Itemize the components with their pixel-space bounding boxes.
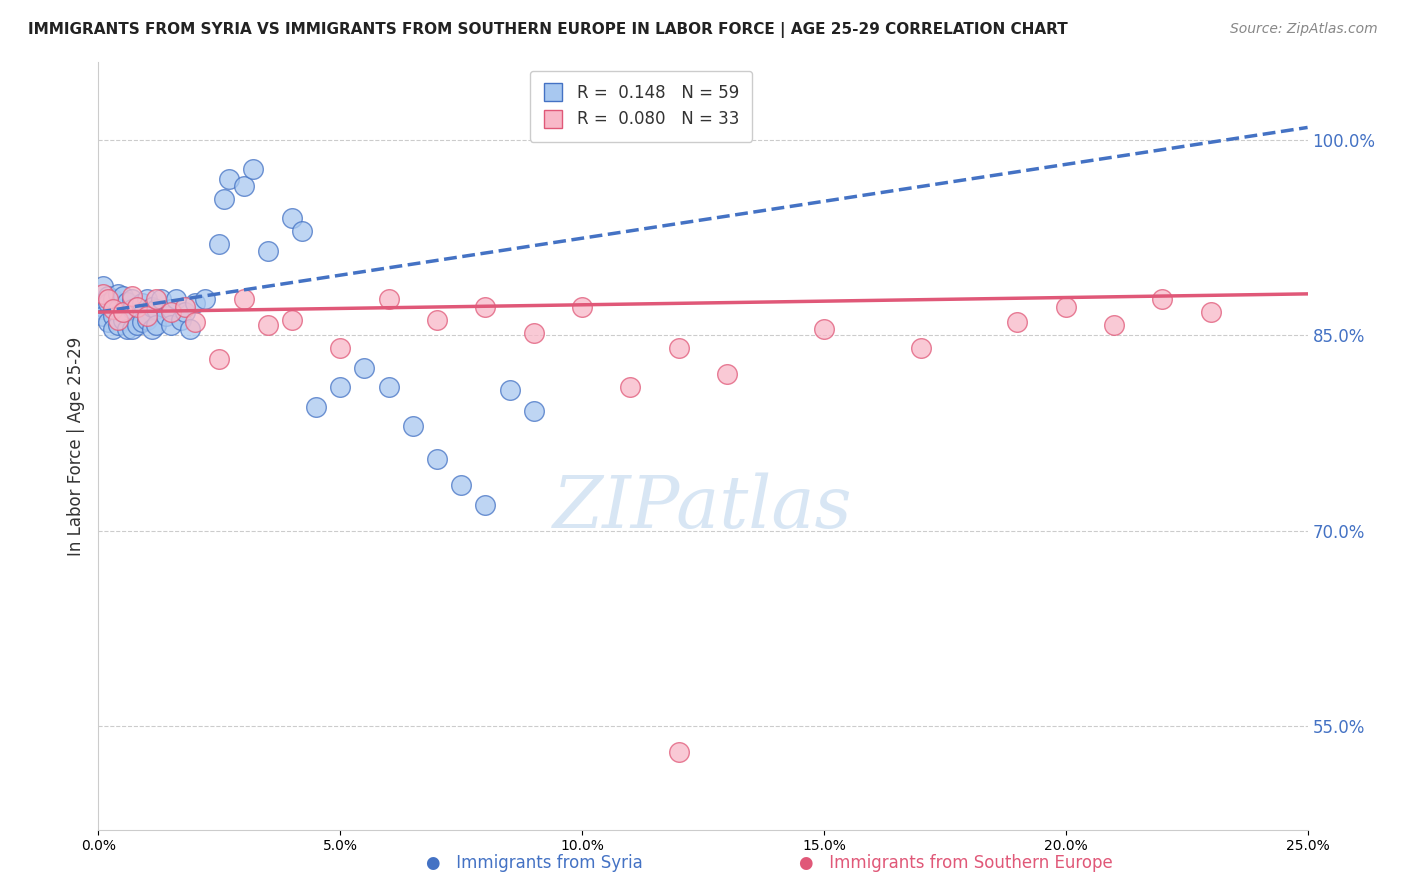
Point bbox=[150, 292, 173, 306]
Text: ●   Immigrants from Syria: ● Immigrants from Syria bbox=[426, 855, 643, 872]
Point bbox=[174, 300, 197, 314]
Text: ZIPatlas: ZIPatlas bbox=[553, 472, 853, 542]
Point bbox=[232, 292, 254, 306]
Point bbox=[131, 316, 153, 330]
Point bbox=[256, 244, 278, 258]
Point bbox=[107, 302, 129, 317]
Point bbox=[121, 292, 143, 306]
Text: IMMIGRANTS FROM SYRIA VS IMMIGRANTS FROM SOUTHERN EUROPE IN LABOR FORCE | AGE 25: IMMIGRANTS FROM SYRIA VS IMMIGRANTS FROM… bbox=[28, 22, 1069, 38]
Point bbox=[208, 351, 231, 366]
Point bbox=[107, 286, 129, 301]
Point bbox=[184, 296, 207, 310]
Point bbox=[91, 286, 114, 301]
Point bbox=[169, 313, 191, 327]
Point bbox=[179, 322, 201, 336]
Point bbox=[474, 300, 496, 314]
Point bbox=[101, 322, 124, 336]
Point bbox=[111, 289, 134, 303]
Point bbox=[145, 292, 167, 306]
Point bbox=[194, 292, 217, 306]
Point bbox=[377, 292, 399, 306]
Point bbox=[107, 318, 129, 332]
Point bbox=[329, 380, 352, 394]
Point bbox=[160, 318, 183, 332]
Point bbox=[1054, 300, 1077, 314]
Point bbox=[668, 745, 690, 759]
Point bbox=[135, 292, 157, 306]
Point bbox=[571, 300, 593, 314]
Point bbox=[426, 313, 449, 327]
Point bbox=[131, 296, 153, 310]
Point bbox=[353, 361, 375, 376]
Point bbox=[212, 192, 235, 206]
Y-axis label: In Labor Force | Age 25-29: In Labor Force | Age 25-29 bbox=[66, 336, 84, 556]
Point bbox=[127, 300, 149, 314]
Point bbox=[256, 318, 278, 332]
Point bbox=[184, 316, 207, 330]
Point bbox=[523, 326, 546, 340]
Point bbox=[242, 162, 264, 177]
Point bbox=[155, 309, 177, 323]
Point bbox=[498, 383, 520, 397]
Text: ●   Immigrants from Southern Europe: ● Immigrants from Southern Europe bbox=[799, 855, 1114, 872]
Point bbox=[813, 322, 835, 336]
Point bbox=[117, 322, 139, 336]
Point bbox=[121, 322, 143, 336]
Point bbox=[121, 289, 143, 303]
Point bbox=[668, 342, 690, 356]
Point bbox=[160, 305, 183, 319]
Point bbox=[145, 318, 167, 332]
Point bbox=[111, 305, 134, 319]
Point bbox=[402, 419, 425, 434]
Point bbox=[91, 309, 114, 323]
Point bbox=[127, 318, 149, 332]
Point bbox=[135, 309, 157, 323]
Text: Source: ZipAtlas.com: Source: ZipAtlas.com bbox=[1230, 22, 1378, 37]
Point bbox=[121, 302, 143, 317]
Point bbox=[1199, 305, 1222, 319]
Point bbox=[91, 279, 114, 293]
Point bbox=[165, 292, 187, 306]
Point bbox=[232, 178, 254, 193]
Point bbox=[117, 294, 139, 309]
Point bbox=[208, 237, 231, 252]
Point bbox=[97, 296, 120, 310]
Point bbox=[135, 313, 157, 327]
Point bbox=[910, 342, 932, 356]
Point bbox=[111, 305, 134, 319]
Point bbox=[111, 313, 134, 327]
Point bbox=[174, 305, 197, 319]
Point bbox=[91, 300, 114, 314]
Legend: R =  0.148   N = 59, R =  0.080   N = 33: R = 0.148 N = 59, R = 0.080 N = 33 bbox=[530, 70, 752, 142]
Point bbox=[127, 300, 149, 314]
Point bbox=[329, 342, 352, 356]
Point bbox=[281, 313, 304, 327]
Point bbox=[218, 172, 240, 186]
Point bbox=[1152, 292, 1174, 306]
Point bbox=[281, 211, 304, 226]
Point bbox=[305, 400, 328, 414]
Point bbox=[1102, 318, 1125, 332]
Point bbox=[97, 316, 120, 330]
Point bbox=[426, 452, 449, 467]
Point bbox=[97, 292, 120, 306]
Point bbox=[619, 380, 641, 394]
Point bbox=[101, 302, 124, 317]
Point bbox=[290, 224, 312, 238]
Point bbox=[101, 309, 124, 323]
Point bbox=[523, 404, 546, 418]
Point bbox=[90, 302, 112, 317]
Point bbox=[101, 292, 124, 306]
Point bbox=[141, 300, 163, 314]
Point bbox=[141, 322, 163, 336]
Point bbox=[97, 289, 120, 303]
Point bbox=[160, 302, 183, 317]
Point bbox=[474, 498, 496, 512]
Point bbox=[377, 380, 399, 394]
Point bbox=[1007, 316, 1029, 330]
Point bbox=[716, 368, 738, 382]
Point bbox=[107, 313, 129, 327]
Point bbox=[145, 302, 167, 317]
Point bbox=[450, 478, 472, 492]
